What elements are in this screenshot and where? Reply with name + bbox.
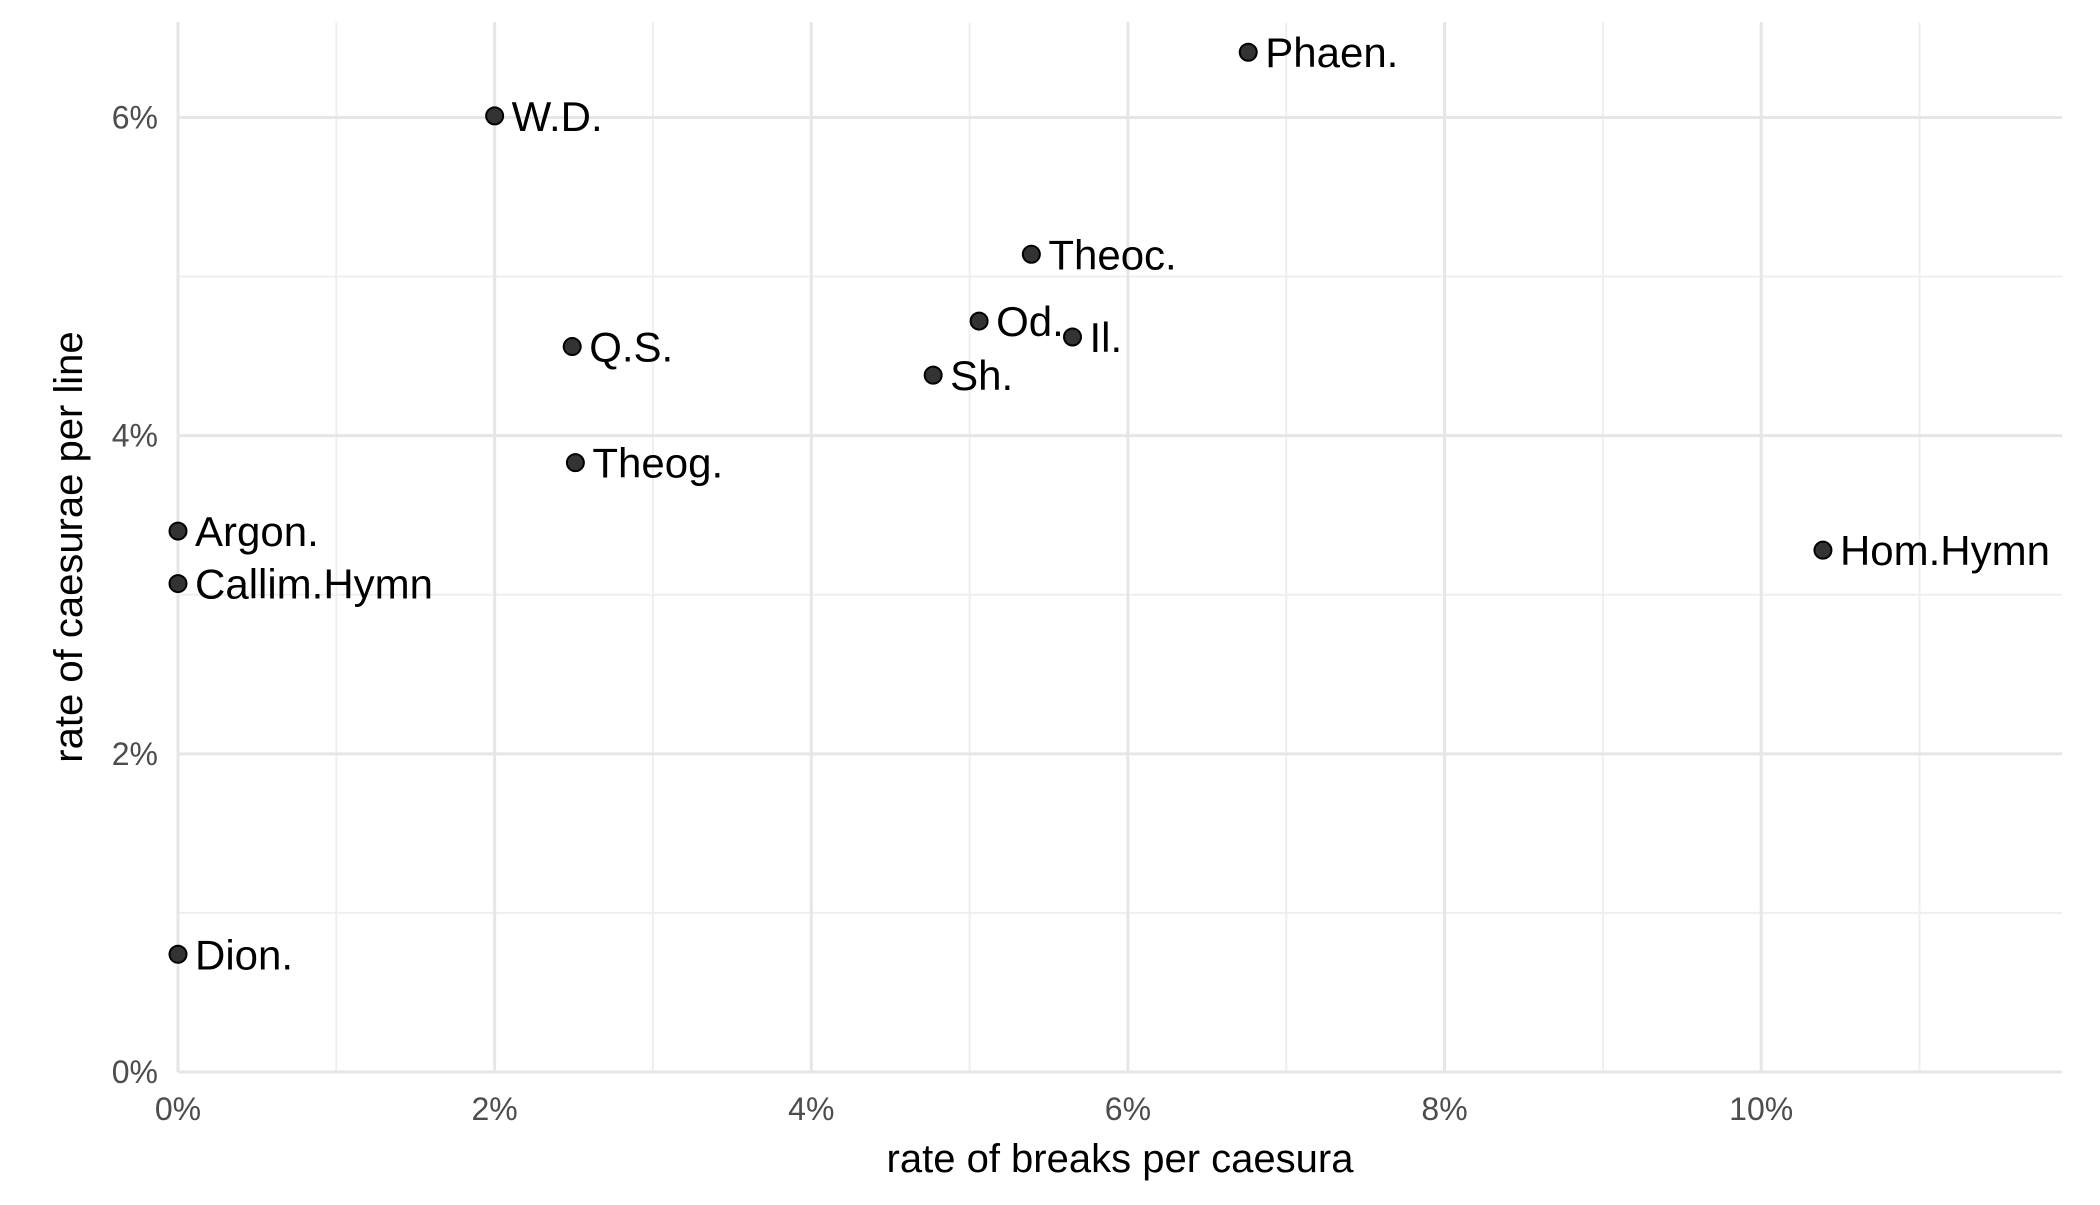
- point-label: Dion.: [195, 931, 293, 978]
- x-axis-ticks: 0% 2% 4% 6% 8% 10%: [155, 1091, 1793, 1127]
- point-label: W.D.: [512, 93, 603, 140]
- data-point: [562, 337, 582, 357]
- grid-layer: [176, 22, 2062, 1074]
- point-label: Theoc.: [1048, 231, 1176, 278]
- data-point: [168, 944, 188, 964]
- x-tick-label: 8%: [1421, 1091, 1467, 1127]
- y-tick-label: 2%: [112, 736, 158, 772]
- x-axis-title: rate of breaks per caesura: [887, 1137, 1355, 1181]
- data-point: [168, 521, 188, 541]
- point-label: Hom.Hymn: [1840, 527, 2050, 574]
- y-axis-title: rate of caesurae per line: [47, 331, 91, 762]
- x-tick-label: 0%: [155, 1091, 201, 1127]
- point-label: Phaen.: [1265, 29, 1398, 76]
- y-axis-ticks: 0% 2% 4% 6%: [112, 99, 158, 1090]
- data-point: [1063, 327, 1083, 347]
- point-label: Theog.: [592, 440, 723, 487]
- y-tick-label: 4%: [112, 418, 158, 454]
- x-tick-label: 6%: [1105, 1091, 1151, 1127]
- y-tick-label: 6%: [112, 99, 158, 135]
- data-point: [485, 106, 505, 126]
- point-label: Callim.Hymn: [195, 561, 433, 608]
- point-label: Argon.: [195, 508, 319, 555]
- data-point: [1021, 244, 1041, 264]
- data-point: [1813, 540, 1833, 560]
- point-label: Q.S.: [589, 324, 673, 371]
- point-labels: Phaen. W.D. Theoc. Od. Il. Q.S. Sh. Theog. Argon…: [195, 29, 2050, 978]
- data-point: [168, 574, 188, 594]
- y-tick-label: 0%: [112, 1054, 158, 1090]
- data-point: [1238, 42, 1258, 62]
- x-tick-label: 4%: [788, 1091, 834, 1127]
- data-points: [168, 42, 1833, 964]
- point-label: Od.: [996, 298, 1064, 345]
- data-point: [565, 453, 585, 473]
- data-point: [923, 365, 943, 385]
- point-label: Il.: [1090, 314, 1123, 361]
- x-tick-label: 10%: [1729, 1091, 1793, 1127]
- x-tick-label: 2%: [472, 1091, 518, 1127]
- data-point: [969, 311, 989, 331]
- point-label: Sh.: [950, 352, 1013, 399]
